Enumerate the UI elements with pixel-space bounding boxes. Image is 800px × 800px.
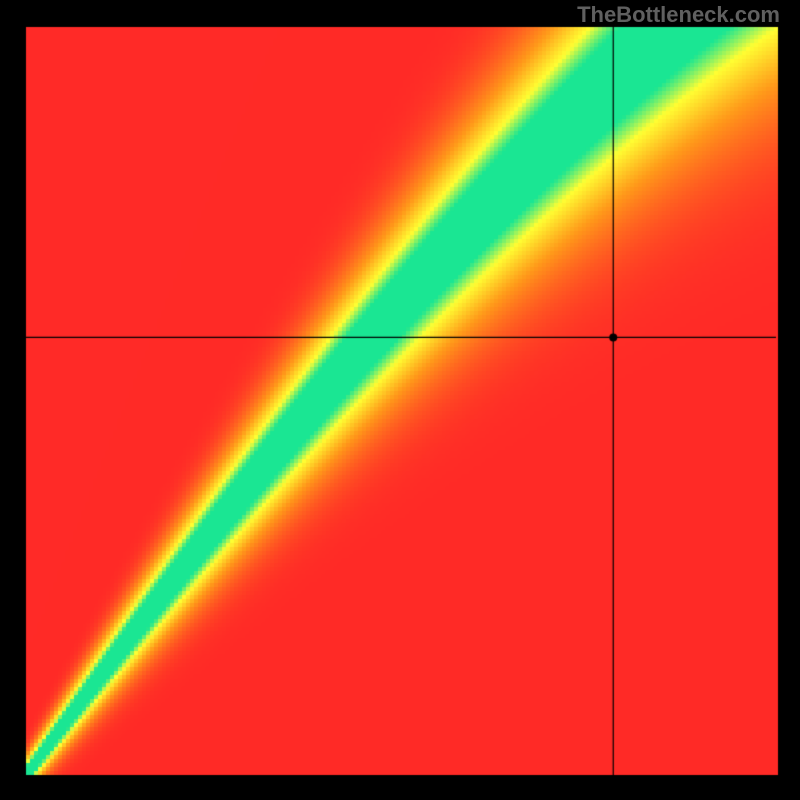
chart-container: TheBottleneck.com	[0, 0, 800, 800]
watermark-text: TheBottleneck.com	[577, 2, 780, 28]
bottleneck-heatmap	[0, 0, 800, 800]
